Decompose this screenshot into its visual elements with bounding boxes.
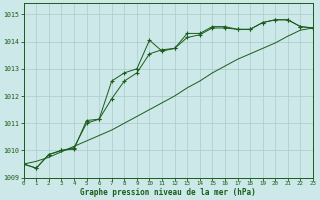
X-axis label: Graphe pression niveau de la mer (hPa): Graphe pression niveau de la mer (hPa) [80,188,256,197]
